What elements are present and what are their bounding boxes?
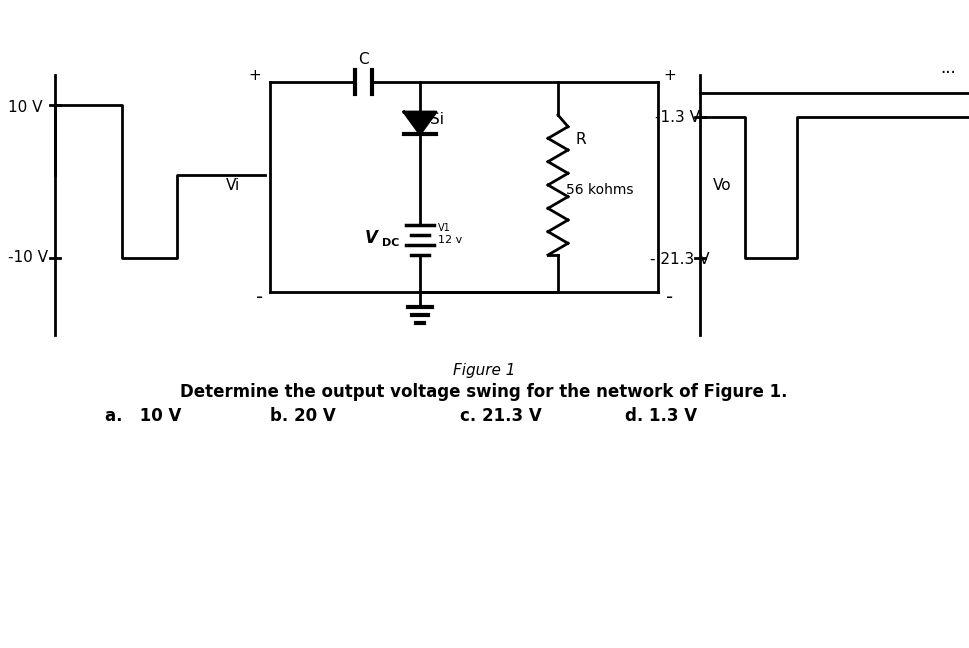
Polygon shape — [404, 112, 436, 134]
Text: c. 21.3 V: c. 21.3 V — [460, 407, 542, 425]
Text: V1: V1 — [438, 223, 451, 233]
Text: Vi: Vi — [226, 178, 240, 192]
Text: C: C — [359, 52, 369, 67]
Text: Determine the output voltage swing for the network of Figure 1.: Determine the output voltage swing for t… — [180, 383, 788, 401]
Text: -: - — [257, 288, 264, 308]
Text: -10 V: -10 V — [8, 251, 48, 266]
Text: -: - — [667, 288, 673, 308]
Text: +: + — [664, 67, 676, 82]
Text: Si: Si — [430, 113, 444, 128]
Text: V: V — [365, 229, 378, 247]
Text: 12 v: 12 v — [438, 235, 462, 245]
Text: Vo: Vo — [713, 178, 732, 192]
Text: Figure 1: Figure 1 — [453, 362, 516, 378]
Text: R: R — [576, 132, 586, 148]
Text: - 21.3 V: - 21.3 V — [650, 253, 709, 268]
Text: DC: DC — [382, 238, 399, 248]
Text: b. 20 V: b. 20 V — [270, 407, 335, 425]
Text: ...: ... — [940, 59, 955, 77]
Text: 10 V: 10 V — [8, 100, 43, 115]
Text: -1.3 V: -1.3 V — [655, 110, 700, 124]
Text: 56 kohms: 56 kohms — [566, 183, 634, 197]
Text: a.   10 V: a. 10 V — [105, 407, 181, 425]
Text: d. 1.3 V: d. 1.3 V — [625, 407, 697, 425]
Text: +: + — [249, 67, 262, 82]
